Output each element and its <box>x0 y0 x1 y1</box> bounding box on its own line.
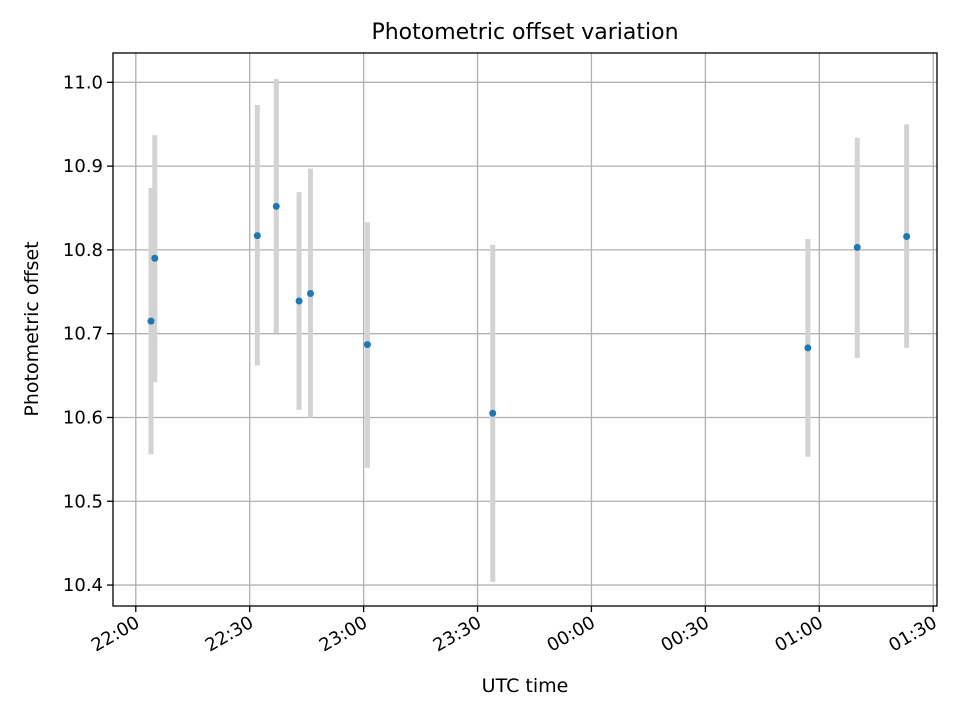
plot-frame <box>112 52 938 607</box>
y-tick-label: 10.7 <box>63 324 103 345</box>
data-point <box>272 202 280 210</box>
data-point <box>295 297 303 305</box>
data-point <box>147 317 155 325</box>
data-point <box>853 243 861 251</box>
data-point <box>306 289 314 297</box>
data-point <box>363 341 371 349</box>
y-tick-label: 10.9 <box>63 156 103 177</box>
data-points <box>147 202 911 417</box>
y-tick-label: 11.0 <box>63 72 103 93</box>
data-point <box>151 254 159 262</box>
data-point <box>804 344 812 352</box>
y-tick-label: 10.4 <box>63 575 103 596</box>
y-tick-label: 10.8 <box>63 240 103 261</box>
grid-lines <box>113 53 937 606</box>
data-point <box>253 232 261 240</box>
x-axis-label: UTC time <box>482 675 569 697</box>
y-axis-ticks: 10.4 10.5 10.6 10.7 10.8 10.9 11.0 <box>63 72 113 596</box>
data-point <box>489 409 497 417</box>
y-axis-label: Photometric offset <box>21 241 43 416</box>
chart-title: Photometric offset variation <box>371 20 678 45</box>
data-point <box>903 232 911 240</box>
y-tick-label: 10.6 <box>63 407 103 428</box>
y-tick-label: 10.5 <box>63 491 103 512</box>
